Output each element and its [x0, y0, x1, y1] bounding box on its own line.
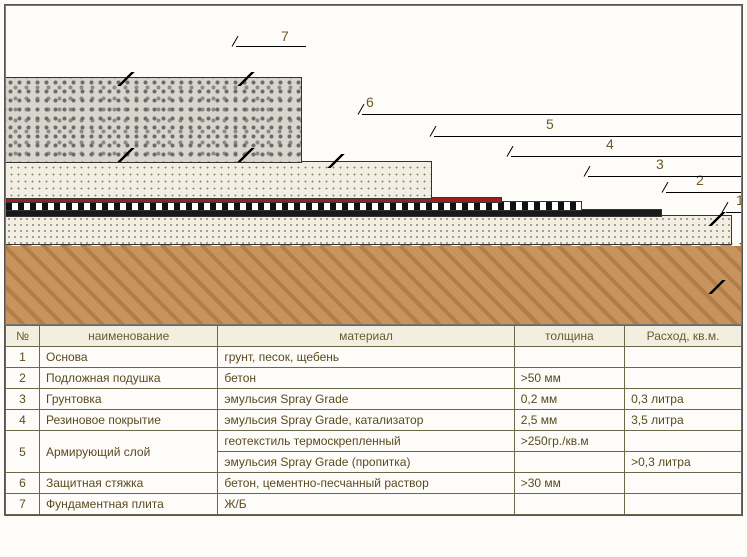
- cell-material: геотекстиль термоскрепленный: [218, 431, 514, 452]
- cell-material: бетон, цементно-песчанный раствор: [218, 473, 514, 494]
- callout-line-2: [666, 192, 742, 193]
- breakmark: [236, 72, 256, 86]
- cell-thickness: [514, 494, 624, 515]
- cell-consumption: [625, 431, 742, 452]
- breakmark: [116, 148, 136, 162]
- cell-material: грунт, песок, щебень: [218, 347, 514, 368]
- cell-name: Фундаментная плита: [40, 494, 218, 515]
- layer-1-ground: [6, 244, 741, 324]
- breakmark: [236, 148, 256, 162]
- cell-material: эмульсия Spray Grade, катализатор: [218, 410, 514, 431]
- callout-line-1: [726, 212, 742, 213]
- callout-number-4: 4: [606, 136, 614, 152]
- layer-7-foundation: [6, 78, 301, 162]
- table-row: 2Подложная подушкабетон>50 мм: [6, 368, 742, 389]
- cell-thickness: 0,2 мм: [514, 389, 624, 410]
- cell-thickness: [514, 347, 624, 368]
- col-name: наименование: [40, 326, 218, 347]
- col-th: толщина: [514, 326, 624, 347]
- table-row: 5Армирующий слойгеотекстиль термоскрепле…: [6, 431, 742, 452]
- layer-4-rubber: [6, 202, 581, 210]
- callout-number-3: 3: [656, 156, 664, 172]
- cell-material: Ж/Б: [218, 494, 514, 515]
- cell-consumption: 0,3 литра: [625, 389, 742, 410]
- col-mat: материал: [218, 326, 514, 347]
- cell-name: Резиновое покрытие: [40, 410, 218, 431]
- col-num: №: [6, 326, 40, 347]
- callout-number-5: 5: [546, 116, 554, 132]
- cell-num: 1: [6, 347, 40, 368]
- cell-name: Грунтовка: [40, 389, 218, 410]
- cell-num: 5: [6, 431, 40, 473]
- layer-diagram: 1 2 3 4 5 6 7: [5, 5, 742, 325]
- layer-6-screed: [6, 162, 431, 198]
- cell-num: 3: [6, 389, 40, 410]
- cell-name: Армирующий слой: [40, 431, 218, 473]
- cell-material: эмульсия Spray Grade (пропитка): [218, 452, 514, 473]
- layer-2-bedding: [6, 216, 731, 244]
- callout-line-6: [362, 114, 742, 115]
- cell-material: эмульсия Spray Grade: [218, 389, 514, 410]
- table-row: 3Грунтовкаэмульсия Spray Grade0,2 мм0,3 …: [6, 389, 742, 410]
- table-header-row: № наименование материал толщина Расход, …: [6, 326, 742, 347]
- cell-consumption: [625, 494, 742, 515]
- cell-thickness: 2,5 мм: [514, 410, 624, 431]
- cell-thickness: >30 мм: [514, 473, 624, 494]
- cell-name: Основа: [40, 347, 218, 368]
- callout-number-2: 2: [696, 172, 704, 188]
- callout-number-6: 6: [366, 94, 374, 110]
- spec-table-body: 1Основагрунт, песок, щебень2Подложная по…: [6, 347, 742, 515]
- page: 1234567 № наименование материал толщина …: [4, 4, 743, 516]
- breakmark: [707, 212, 727, 226]
- cell-num: 2: [6, 368, 40, 389]
- cell-consumption: [625, 347, 742, 368]
- cell-thickness: [514, 452, 624, 473]
- callout-number-7: 7: [281, 28, 289, 44]
- cell-material: бетон: [218, 368, 514, 389]
- callout-line-7: [236, 46, 306, 47]
- cell-name: Защитная стяжка: [40, 473, 218, 494]
- callout-number-1: 1: [736, 192, 742, 208]
- cell-consumption: [625, 368, 742, 389]
- cell-num: 7: [6, 494, 40, 515]
- cell-name: Подложная подушка: [40, 368, 218, 389]
- cell-thickness: >250гр./кв.м: [514, 431, 624, 452]
- table-row: 6Защитная стяжкабетон, цементно-песчанны…: [6, 473, 742, 494]
- layer-5-reinforce: [6, 198, 501, 202]
- callout-line-4: [511, 156, 742, 157]
- cell-consumption: 3,5 литра: [625, 410, 742, 431]
- breakmark: [326, 154, 346, 168]
- breakmark: [116, 72, 136, 86]
- cell-consumption: [625, 473, 742, 494]
- callout-line-3: [588, 176, 742, 177]
- table-row: 1Основагрунт, песок, щебень: [6, 347, 742, 368]
- layer-3-primer: [6, 210, 661, 216]
- cell-consumption: >0,3 литра: [625, 452, 742, 473]
- callout-line-5: [434, 136, 742, 137]
- cell-thickness: >50 мм: [514, 368, 624, 389]
- col-cons: Расход, кв.м.: [625, 326, 742, 347]
- breakmark: [707, 280, 727, 294]
- table-row: 4Резиновое покрытиеэмульсия Spray Grade,…: [6, 410, 742, 431]
- cell-num: 6: [6, 473, 40, 494]
- spec-table: № наименование материал толщина Расход, …: [5, 325, 742, 515]
- cell-num: 4: [6, 410, 40, 431]
- table-row: 7Фундаментная плитаЖ/Б: [6, 494, 742, 515]
